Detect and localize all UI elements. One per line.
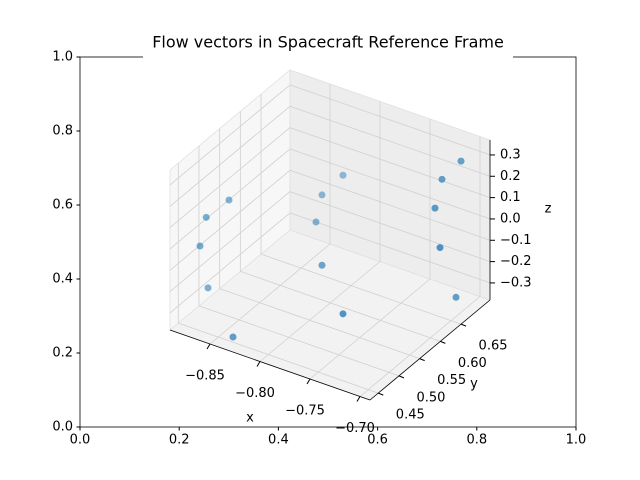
- point: [339, 171, 347, 179]
- grid-line: [309, 278, 431, 380]
- x-tick-label: 0.0: [70, 433, 91, 448]
- y-tick: [398, 375, 405, 379]
- x-tick-label: 0.6: [367, 433, 388, 448]
- z-tick-label: 0.0: [500, 211, 521, 226]
- z-tick-label: −0.2: [500, 254, 532, 269]
- point: [202, 213, 210, 221]
- grid-line: [259, 261, 381, 362]
- y-tick-label: 0.4: [52, 272, 73, 287]
- grid-line: [169, 127, 291, 228]
- grid-line: [178, 322, 379, 394]
- x-tick-label: −0.75: [285, 404, 325, 419]
- x-tick: [206, 343, 211, 350]
- y-tick-label: 0.55: [437, 373, 466, 388]
- y-tick: [460, 323, 467, 327]
- x-tick: [356, 396, 361, 402]
- grid-line: [289, 105, 491, 177]
- x-tick-label: 1.0: [566, 433, 587, 448]
- z-axis-label: z: [545, 202, 552, 217]
- grid-line: [169, 212, 291, 314]
- z-tick-label: −0.3: [500, 275, 532, 290]
- grid-line: [219, 288, 420, 359]
- y-tick-label: 0.0: [52, 420, 73, 435]
- z-tick-label: 0.2: [500, 169, 521, 184]
- point: [457, 157, 465, 165]
- point: [438, 175, 446, 183]
- x-tick-label: 0.8: [466, 433, 487, 448]
- grid-line: [289, 84, 491, 156]
- point: [436, 244, 444, 252]
- point: [318, 261, 326, 269]
- grid-line: [240, 271, 441, 342]
- point: [204, 284, 212, 292]
- grid-line: [169, 105, 291, 207]
- grid-line: [260, 253, 462, 325]
- x-tick: [306, 378, 311, 385]
- point: [225, 196, 233, 204]
- x-tick-label: 0.2: [169, 433, 190, 448]
- grid-line: [209, 243, 331, 345]
- grid-line: [289, 169, 491, 241]
- grid-line: [169, 191, 291, 292]
- y-tick-label: 0.6: [52, 198, 73, 213]
- x-tick-label: −0.80: [235, 386, 275, 401]
- point: [196, 242, 204, 250]
- grid-line: [289, 212, 491, 284]
- y-tick-label: 1.0: [52, 50, 73, 65]
- x-tick-label: 0.4: [268, 433, 289, 448]
- z-tick-label: 0.1: [500, 190, 521, 205]
- y-tick-label: 0.65: [479, 339, 508, 354]
- point: [452, 293, 460, 301]
- y-tick: [378, 392, 384, 396]
- x-tick-label: −0.70: [335, 421, 375, 436]
- y-tick: [419, 358, 425, 362]
- x-axis-line: [169, 329, 371, 401]
- grid-line: [169, 84, 291, 186]
- point: [431, 204, 439, 212]
- point: [312, 218, 320, 226]
- chart-title: Flow vectors in Spacecraft Reference Fra…: [152, 33, 504, 52]
- y-tick-label: 0.2: [52, 346, 73, 361]
- y-tick-label: 0.50: [416, 390, 445, 405]
- x-tick-label: −0.85: [185, 369, 225, 384]
- point: [229, 333, 237, 341]
- grid-line: [359, 296, 481, 397]
- y-tick-label: 0.60: [458, 356, 487, 371]
- grid-line: [289, 148, 491, 220]
- point: [339, 310, 347, 318]
- x-axis-label: x: [246, 411, 254, 426]
- y-tick: [440, 340, 446, 344]
- point: [318, 191, 326, 199]
- y-tick-label: 0.8: [52, 124, 73, 139]
- grid-line: [289, 127, 491, 198]
- z-tick-label: 0.3: [500, 147, 521, 162]
- y-tick-label: 0.45: [396, 408, 425, 423]
- y-axis-label: y: [470, 377, 478, 392]
- z-tick-label: −0.1: [500, 233, 532, 248]
- y-axis-line: [369, 299, 491, 401]
- grid-line: [289, 191, 491, 262]
- grid-line: [198, 305, 400, 377]
- x-tick: [256, 361, 261, 367]
- grid-line: [169, 169, 291, 271]
